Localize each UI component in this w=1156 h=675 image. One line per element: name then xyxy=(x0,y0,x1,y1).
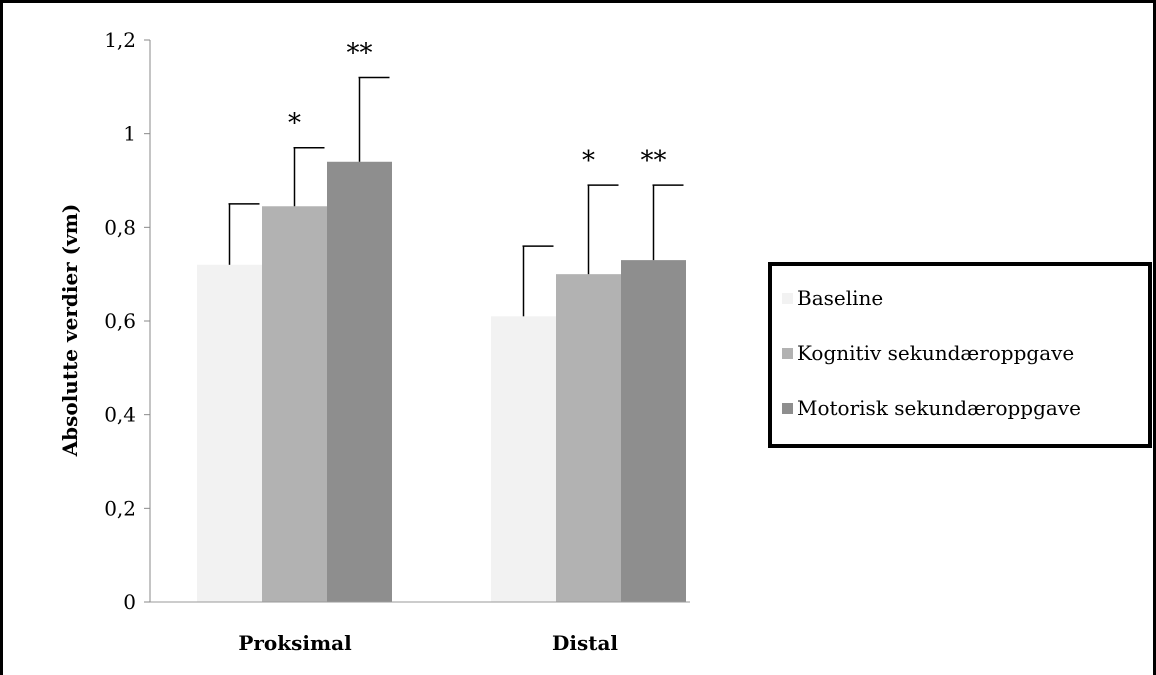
bar xyxy=(262,206,327,602)
legend-label-motorisk: Motorisk sekundæroppgave xyxy=(797,396,1081,420)
legend: Baseline Kognitiv sekundæroppgave Motori… xyxy=(768,262,1152,448)
y-tick-label: 0,6 xyxy=(104,309,136,333)
bar xyxy=(197,264,262,602)
legend-item-kognitiv: Kognitiv sekundæroppgave xyxy=(782,340,1074,366)
legend-item-baseline: Baseline xyxy=(782,285,883,311)
significance-label: * xyxy=(582,146,595,176)
bar xyxy=(556,274,621,602)
significance-label: * xyxy=(288,109,301,139)
legend-item-motorisk: Motorisk sekundæroppgave xyxy=(782,395,1081,421)
y-axis-title: Absolutte verdier (vm) xyxy=(58,204,82,458)
error-bars-group xyxy=(228,76,684,317)
legend-label-baseline: Baseline xyxy=(797,286,884,310)
y-tick-label: 0,2 xyxy=(104,496,136,520)
significance-label: ** xyxy=(641,146,667,176)
legend-swatch-baseline xyxy=(782,292,793,304)
bar xyxy=(621,260,686,602)
bars-group xyxy=(150,161,690,603)
y-axis: 0 0,2 0,4 0,6 0,8 1 1,2 xyxy=(104,28,151,614)
y-tick-label: 1,2 xyxy=(104,28,136,52)
x-axis-labels: Proksimal Distal xyxy=(238,631,618,655)
y-tick-label: 0,8 xyxy=(104,215,136,239)
significance-label: ** xyxy=(347,38,373,68)
bar xyxy=(491,316,556,602)
x-category-label: Proksimal xyxy=(238,631,352,655)
x-category-label: Distal xyxy=(552,631,618,655)
legend-label-kognitiv: Kognitiv sekundæroppgave xyxy=(797,341,1075,365)
y-tick-label: 0 xyxy=(123,590,136,614)
bar xyxy=(327,161,392,602)
significance-labels: ****** xyxy=(288,38,667,176)
legend-swatch-kognitiv xyxy=(782,347,793,359)
legend-swatch-motorisk xyxy=(782,402,793,414)
y-tick-label: 1 xyxy=(123,122,136,146)
y-tick-label: 0,4 xyxy=(104,403,136,427)
